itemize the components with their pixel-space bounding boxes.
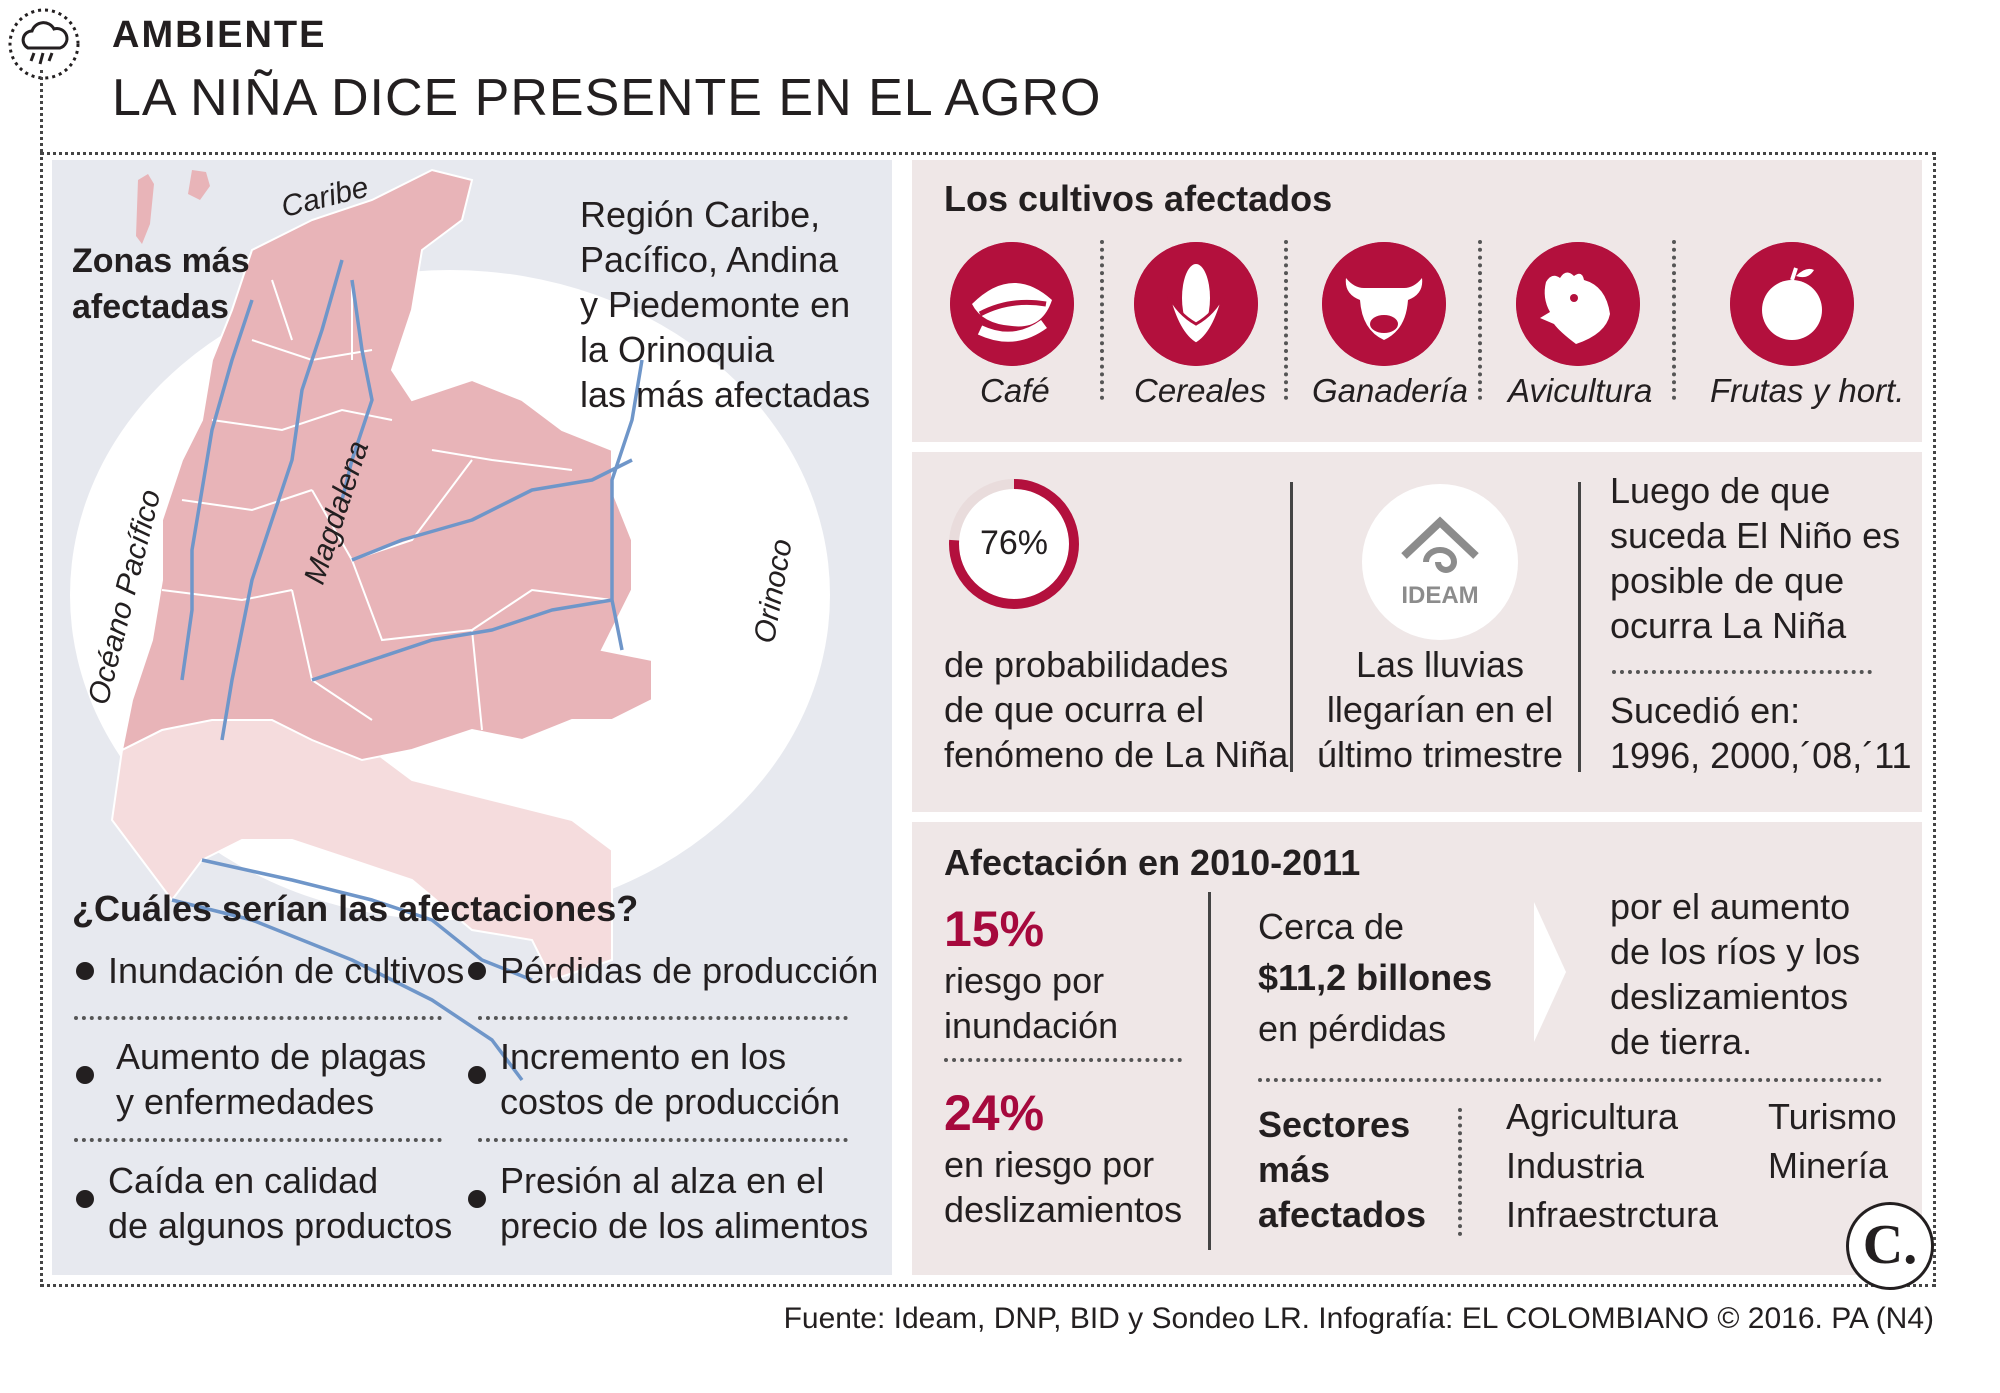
divider (478, 1016, 848, 1020)
apple-icon (1730, 242, 1854, 366)
impact-heading: Afectación en 2010-2011 (944, 842, 1361, 883)
map-region-affected (120, 168, 653, 762)
cow-icon (1322, 242, 1446, 366)
map-heading: Zonas más afectadas (72, 242, 250, 326)
bullet-icon (76, 1066, 94, 1084)
bullet-icon (468, 962, 486, 980)
rain-cloud-icon (8, 8, 80, 80)
bullet-icon (76, 962, 94, 980)
river-tributary-1 (340, 279, 374, 501)
colombia-map (110, 168, 653, 1082)
divider (1478, 240, 1482, 400)
flood-text: riesgo por inundación (944, 960, 1119, 1046)
island-providencia (188, 170, 210, 200)
divider (1284, 240, 1288, 400)
divider (1208, 892, 1211, 1250)
bullet-icon (76, 1190, 94, 1208)
cause-text: por el aumento de los ríos y los desliza… (1610, 886, 1861, 1062)
right-column: Los cultivos afectados Café Cereales Gan… (912, 160, 1925, 1275)
crop-label: Ganadería (1312, 372, 1468, 409)
island-san-andres (136, 174, 154, 244)
crops-panel: Los cultivos afectados Café Cereales Gan… (912, 160, 1922, 442)
river-guaviare (311, 598, 613, 682)
ideam-logo-icon (1362, 484, 1518, 640)
river-meta (351, 458, 633, 562)
crop-label: Café (980, 372, 1050, 409)
effect-item: Pérdidas de producción (500, 950, 879, 991)
arrow-right-icon (1534, 902, 1566, 1042)
crop-label: Avicultura (1508, 372, 1653, 409)
slide-percent: 24% (944, 1085, 1045, 1141)
publication-logo: C. (1846, 1202, 1934, 1290)
sectors-heading: Sectores más afectados (1258, 1104, 1427, 1235)
crop-label: Frutas y hort. (1710, 372, 1905, 409)
sectors-list-1: Agricultura Industria Infraestrctura (1506, 1096, 1719, 1235)
divider (1578, 482, 1581, 772)
crop-label: Cereales (1134, 372, 1267, 409)
river-orinoco (610, 359, 644, 651)
bullet-icon (468, 1066, 486, 1084)
effect-item: Inundación de cultivos (108, 950, 465, 991)
probability-text: de probabilidades de que ocurra el fenóm… (944, 644, 1289, 775)
nino-text: Luego de que suceda El Niño es posible d… (1610, 470, 1901, 646)
effect-item: Presión al alza en el precio de los alim… (500, 1160, 869, 1246)
bullet-icon (468, 1190, 486, 1208)
river-putumayo (171, 898, 524, 1082)
loss-text: Cerca de $11,2 billones en pérdidas (1258, 906, 1493, 1049)
ideam-logo-text: IDEAM (1401, 582, 1479, 609)
infographic-frame (40, 152, 1936, 1287)
effect-item: Incremento en los costos de producción (500, 1036, 841, 1122)
river-magdalena (220, 259, 344, 741)
river-cauca (180, 299, 254, 681)
divider (74, 1138, 442, 1142)
probability-value: 76% (979, 524, 1049, 562)
corn-icon (1134, 242, 1258, 366)
probability-ring (949, 479, 1079, 609)
nino-years: Sucedió en: 1996, 2000,´08,´11 (1610, 690, 1912, 776)
section-label: AMBIENTE (112, 14, 327, 56)
divider (1672, 240, 1676, 400)
probability-panel: 76% de probabilidades de que ocurra el f… (912, 452, 1922, 812)
slide-text: en riesgo por deslizamientos (944, 1144, 1183, 1230)
ideam-text: Las lluvias llegarían en el último trime… (1316, 644, 1564, 775)
divider (1612, 670, 1872, 674)
divider (1258, 1078, 1882, 1082)
page-title: LA NIÑA DICE PRESENTE EN EL AGRO (112, 69, 1102, 127)
source-credit: Fuente: Ideam, DNP, BID y Sondeo LR. Inf… (783, 1302, 1934, 1335)
impact-panel: Afectación en 2010-2011 15% riesgo por i… (912, 822, 1922, 1275)
effects-heading: ¿Cuáles serían las afectaciones? (72, 888, 639, 929)
frame-connector (40, 70, 43, 152)
flood-percent: 15% (944, 901, 1045, 957)
region-description: Región Caribe, Pacífico, Andina y Piedem… (580, 194, 871, 415)
divider (1290, 482, 1293, 772)
divider (944, 1058, 1182, 1062)
sectors-list-2: Turismo Minería (1768, 1096, 1897, 1186)
divider (1458, 1108, 1462, 1236)
river-caqueta (201, 858, 533, 982)
divider (478, 1138, 848, 1142)
divider (1100, 240, 1104, 400)
coffee-bean-icon (950, 242, 1074, 366)
effect-item: Caída en calidad de algunos productos (108, 1160, 453, 1246)
crops-heading: Los cultivos afectados (944, 178, 1333, 219)
chicken-icon (1516, 242, 1640, 366)
effect-item: Aumento de plagas y enfermedades (116, 1036, 427, 1122)
divider (74, 1016, 442, 1020)
